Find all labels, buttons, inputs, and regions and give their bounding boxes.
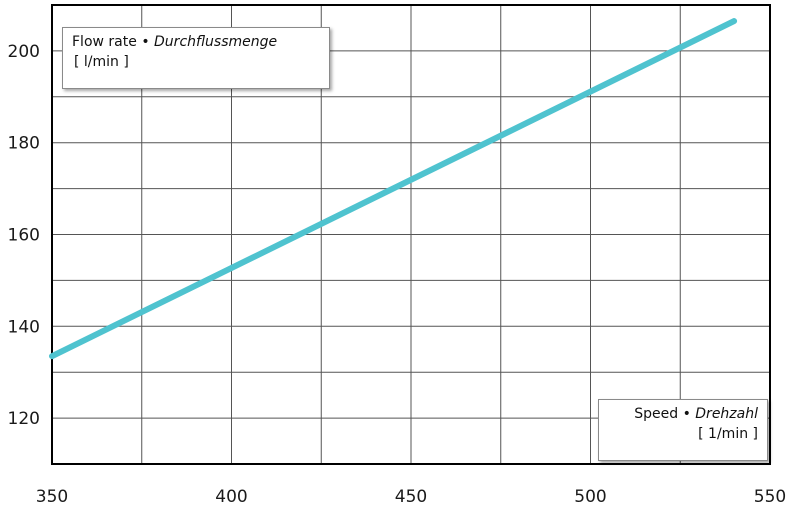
y-legend-separator: • bbox=[141, 34, 150, 50]
x-legend-name-de: Drehzahl bbox=[695, 406, 758, 422]
x-tick-label: 500 bbox=[574, 487, 606, 507]
x-legend-name: Speed bbox=[634, 406, 679, 422]
y-legend-name-de: Durchflussmenge bbox=[154, 34, 278, 50]
x-axis-tick-labels: 350 400 450 500 550 bbox=[36, 487, 786, 507]
x-legend-separator: • bbox=[682, 406, 691, 422]
y-axis-legend: Flow rate • Durchflussmenge [ l/min ] bbox=[62, 27, 330, 89]
y-legend-unit: [ l/min ] bbox=[74, 54, 129, 70]
x-tick-label: 350 bbox=[36, 487, 68, 507]
x-tick-label: 450 bbox=[395, 487, 427, 507]
x-axis-legend: Speed • Drehzahl [ 1/min ] bbox=[598, 399, 768, 461]
series-line-flow-rate bbox=[49, 18, 738, 360]
x-legend-unit: [ 1/min ] bbox=[698, 426, 758, 442]
y-tick-label: 120 bbox=[8, 409, 40, 429]
series-layer bbox=[49, 18, 738, 360]
x-tick-label: 550 bbox=[754, 487, 786, 507]
y-tick-label: 160 bbox=[8, 226, 40, 246]
y-tick-label: 200 bbox=[8, 42, 40, 62]
y-legend-name: Flow rate bbox=[72, 34, 137, 50]
y-axis-tick-labels: 120 140 160 180 200 bbox=[8, 42, 40, 429]
y-tick-label: 140 bbox=[8, 317, 40, 337]
plot-frame bbox=[51, 4, 771, 465]
x-tick-label: 400 bbox=[215, 487, 247, 507]
y-tick-label: 180 bbox=[8, 134, 40, 154]
grid bbox=[52, 5, 770, 464]
